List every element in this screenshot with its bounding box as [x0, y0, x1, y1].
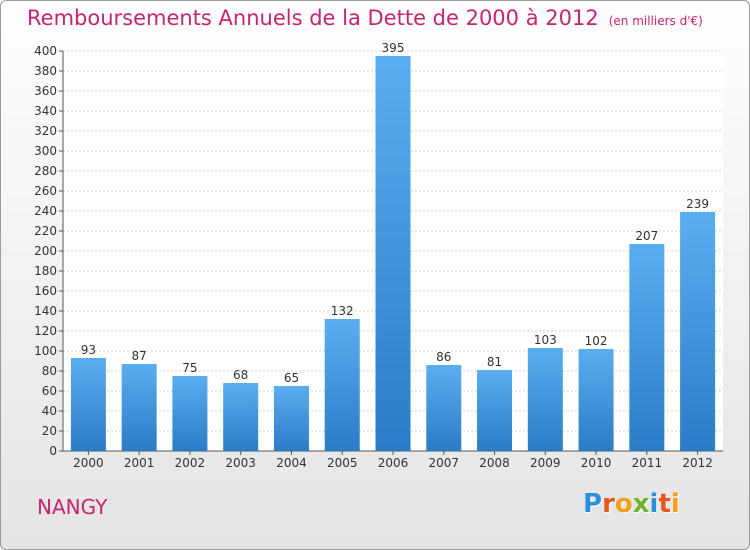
y-tick-label: 100 — [34, 344, 57, 358]
proxiti-logo: Proxiti — [583, 489, 680, 519]
y-tick-label: 40 — [42, 404, 57, 418]
value-label: 65 — [284, 371, 299, 385]
place-name: NANGY — [37, 495, 108, 519]
logo-letter: i — [649, 489, 659, 519]
bar — [223, 383, 259, 451]
x-tick-label: 2000 — [73, 456, 104, 470]
y-tick-label: 300 — [34, 144, 57, 158]
title-text: Remboursements Annuels de la Dette de 20… — [27, 6, 599, 30]
bar — [578, 349, 614, 451]
value-label: 395 — [382, 41, 405, 55]
x-tick-label: 2010 — [581, 456, 612, 470]
y-tick-label: 280 — [34, 164, 57, 178]
y-tick-label: 380 — [34, 64, 57, 78]
value-label: 86 — [436, 350, 451, 364]
bar — [172, 376, 208, 451]
y-tick-label: 180 — [34, 264, 57, 278]
x-tick-label: 2009 — [530, 456, 561, 470]
value-label: 103 — [534, 333, 557, 347]
x-tick-label: 2006 — [378, 456, 409, 470]
y-tick-label: 80 — [42, 364, 57, 378]
x-tick-label: 2005 — [327, 456, 358, 470]
value-label: 87 — [132, 349, 147, 363]
value-label: 132 — [331, 304, 354, 318]
y-tick-label: 20 — [42, 424, 57, 438]
logo-letter: i — [670, 489, 680, 519]
logo-letter: o — [614, 489, 633, 519]
logo-letter: t — [658, 489, 671, 519]
y-tick-label: 220 — [34, 224, 57, 238]
x-tick-label: 2004 — [276, 456, 307, 470]
value-label: 207 — [635, 229, 658, 243]
x-tick-label: 2003 — [225, 456, 256, 470]
y-tick-label: 400 — [34, 44, 57, 58]
x-tick-label: 2011 — [632, 456, 663, 470]
bar — [426, 365, 462, 451]
x-tick-label: 2007 — [428, 456, 459, 470]
bar — [527, 348, 563, 451]
value-label: 239 — [686, 197, 709, 211]
y-tick-label: 200 — [34, 244, 57, 258]
x-tick-label: 2008 — [479, 456, 510, 470]
value-label: 102 — [585, 334, 608, 348]
bar — [629, 244, 665, 451]
bar — [273, 386, 309, 451]
y-tick-label: 60 — [42, 384, 57, 398]
logo-letter: x — [632, 489, 650, 519]
y-tick-label: 340 — [34, 104, 57, 118]
bar — [680, 212, 716, 451]
bar — [70, 358, 106, 451]
bar — [477, 370, 513, 451]
y-tick-label: 260 — [34, 184, 57, 198]
y-tick-label: 360 — [34, 84, 57, 98]
unit-label: (en milliers d'€) — [608, 14, 703, 28]
x-tick-label: 2002 — [175, 456, 206, 470]
bar — [121, 364, 157, 451]
value-label: 93 — [81, 343, 96, 357]
value-label: 81 — [487, 355, 502, 369]
bar — [375, 56, 411, 451]
y-tick-label: 120 — [34, 324, 57, 338]
y-tick-label: 240 — [34, 204, 57, 218]
y-tick-label: 160 — [34, 284, 57, 298]
x-tick-label: 2001 — [124, 456, 155, 470]
x-tick-label: 2012 — [682, 456, 713, 470]
bar — [324, 319, 360, 451]
chart-title: Remboursements Annuels de la Dette de 20… — [27, 6, 703, 30]
y-tick-label: 320 — [34, 124, 57, 138]
y-tick-label: 140 — [34, 304, 57, 318]
logo-letter: P — [583, 489, 603, 519]
logo-letter: r — [602, 489, 615, 519]
value-label: 75 — [182, 361, 197, 375]
y-tick-label: 0 — [49, 444, 57, 458]
value-label: 68 — [233, 368, 248, 382]
